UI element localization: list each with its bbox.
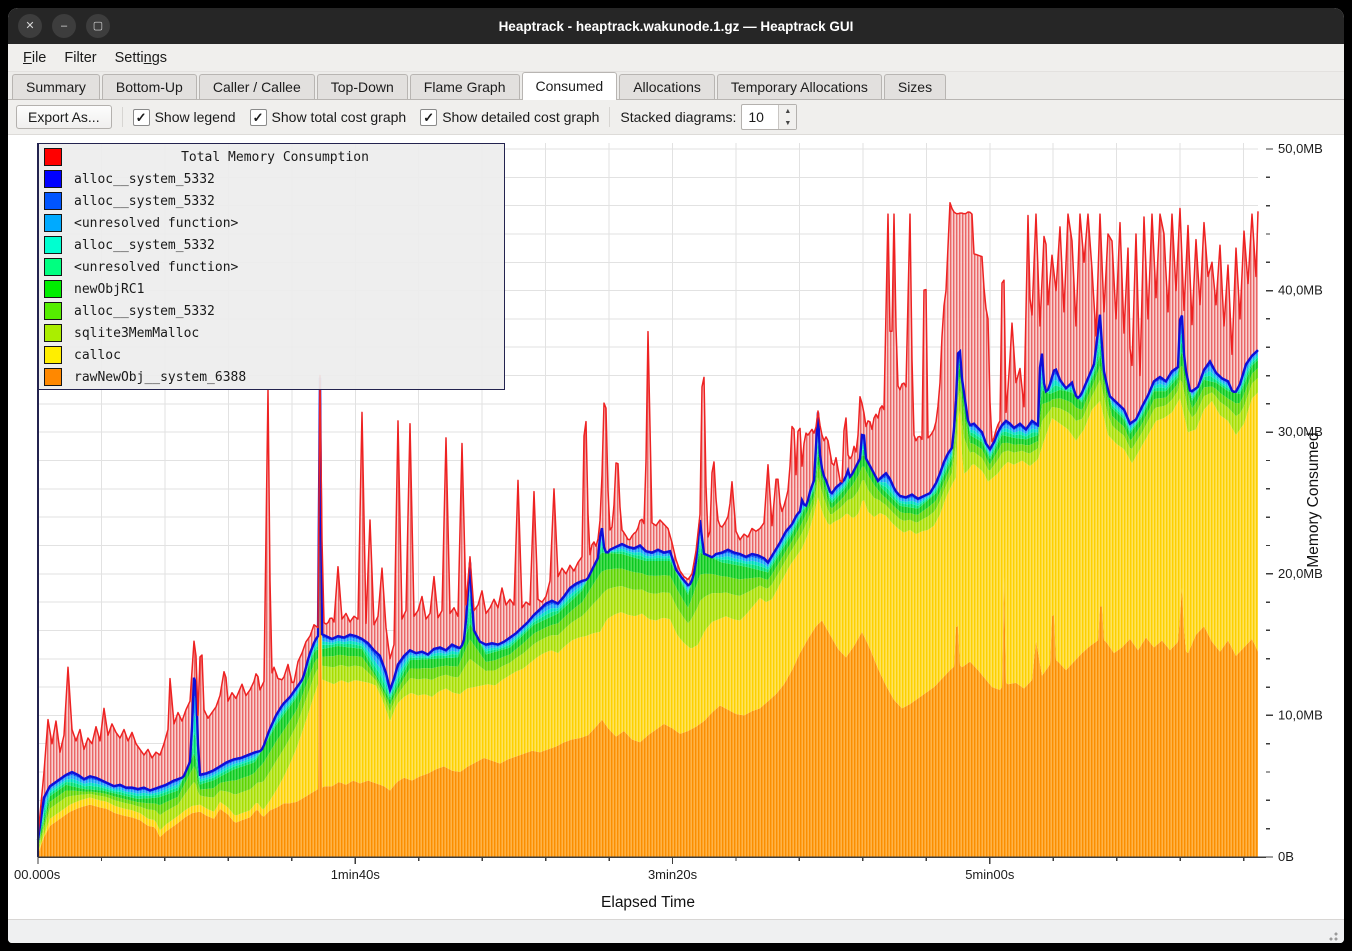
legend-swatch-icon [44,280,62,298]
legend-label: newObjRC1 [74,282,144,297]
status-strip [8,919,1344,943]
app-window: ✕ – ▢ Heaptrack - heaptrack.wakunode.1.g… [8,8,1344,943]
toolbar-separator [122,107,123,127]
checkbox-label: Show legend [155,109,236,125]
legend-item: alloc__system_5332 [39,300,504,322]
title-bar: ✕ – ▢ Heaptrack - heaptrack.wakunode.1.g… [8,8,1344,44]
svg-text:1min40s: 1min40s [331,867,381,882]
svg-text:0B: 0B [1278,849,1294,864]
legend-item: rawNewObj__system_6388 [39,366,504,388]
stacked-diagrams-spinner[interactable]: 10 ▲ ▼ [741,104,797,130]
export-as-button[interactable]: Export As... [16,105,112,129]
legend-item: alloc__system_5332 [39,190,504,212]
menu-file[interactable]: File [14,50,55,66]
legend-label: calloc [74,348,121,363]
chart-legend: Total Memory Consumption alloc__system_53… [38,143,505,390]
resize-grip-icon[interactable] [1326,929,1338,941]
checkbox-show-total-cost-graph[interactable]: ✓ Show total cost graph [250,109,407,126]
tab-summary[interactable]: Summary [12,74,100,100]
legend-swatch-icon [44,214,62,232]
svg-text:5min00s: 5min00s [965,867,1015,882]
legend-swatch-icon [44,324,62,342]
menu-settings[interactable]: Settings [106,50,176,66]
tab-allocations[interactable]: Allocations [619,74,715,100]
legend-item: sqlite3MemMalloc [39,322,504,344]
tab-sizes[interactable]: Sizes [884,74,946,100]
stacked-diagrams-label: Stacked diagrams: [620,109,736,125]
checkbox-icon[interactable]: ✓ [250,109,267,126]
legend-swatch-icon [44,148,62,166]
legend-swatch-icon [44,346,62,364]
svg-text:10,0MB: 10,0MB [1278,707,1323,722]
legend-label: alloc__system_5332 [74,194,215,209]
legend-item: Total Memory Consumption [39,146,504,168]
legend-label: alloc__system_5332 [74,238,215,253]
y-axis-title: Memory Consumed [1305,432,1322,567]
window-title: Heaptrack - heaptrack.wakunode.1.gz — He… [8,19,1344,34]
svg-text:40,0MB: 40,0MB [1278,283,1323,298]
legend-item: alloc__system_5332 [39,234,504,256]
memory-consumption-chart[interactable]: 00.000s1min40s3min20s5min00s0B10,0MB20,0… [8,135,1344,919]
svg-text:50,0MB: 50,0MB [1278,141,1323,156]
svg-text:00.000s: 00.000s [14,867,61,882]
legend-swatch-icon [44,236,62,254]
tab-temporary-allocations[interactable]: Temporary Allocations [717,74,882,100]
legend-label: alloc__system_5332 [74,304,215,319]
tab-consumed[interactable]: Consumed [522,72,618,100]
checkbox-show-detailed-cost-graph[interactable]: ✓ Show detailed cost graph [420,109,599,126]
legend-label: Total Memory Consumption [74,150,476,165]
spinner-arrows: ▲ ▼ [778,105,796,129]
legend-swatch-icon [44,192,62,210]
menu-filter[interactable]: Filter [55,50,105,66]
menu-bar: FileFilterSettings [8,44,1344,72]
toolbar: Export As... ✓ Show legend ✓ Show total cos… [8,100,1344,135]
legend-label: alloc__system_5332 [74,172,215,187]
tab-flame-graph[interactable]: Flame Graph [410,74,520,100]
legend-item: <unresolved function> [39,256,504,278]
spinner-down-icon[interactable]: ▼ [779,117,796,129]
x-axis-title: Elapsed Time [601,894,695,911]
legend-label: <unresolved function> [74,260,238,275]
legend-item: <unresolved function> [39,212,504,234]
checkbox-group: ✓ Show legend ✓ Show total cost graph ✓ Show … [133,109,600,126]
svg-text:3min20s: 3min20s [648,867,698,882]
legend-swatch-icon [44,170,62,188]
legend-swatch-icon [44,302,62,320]
legend-label: <unresolved function> [74,216,238,231]
checkbox-show-legend[interactable]: ✓ Show legend [133,109,236,126]
checkbox-label: Show total cost graph [272,109,407,125]
legend-label: sqlite3MemMalloc [74,326,199,341]
toolbar-separator [609,107,610,127]
legend-item: calloc [39,344,504,366]
tab-bar: SummaryBottom-UpCaller / CalleeTop-DownF… [8,72,1344,100]
checkbox-icon[interactable]: ✓ [420,109,437,126]
spinner-value[interactable]: 10 [742,105,778,129]
legend-item: alloc__system_5332 [39,168,504,190]
tab-bottom-up[interactable]: Bottom-Up [102,74,197,100]
legend-swatch-icon [44,258,62,276]
tab-top-down[interactable]: Top-Down [317,74,408,100]
spinner-up-icon[interactable]: ▲ [779,105,796,117]
legend-label: rawNewObj__system_6388 [74,370,246,385]
legend-item: newObjRC1 [39,278,504,300]
tab-caller-callee[interactable]: Caller / Callee [199,74,315,100]
checkbox-label: Show detailed cost graph [442,109,599,125]
checkbox-icon[interactable]: ✓ [133,109,150,126]
legend-swatch-icon [44,368,62,386]
